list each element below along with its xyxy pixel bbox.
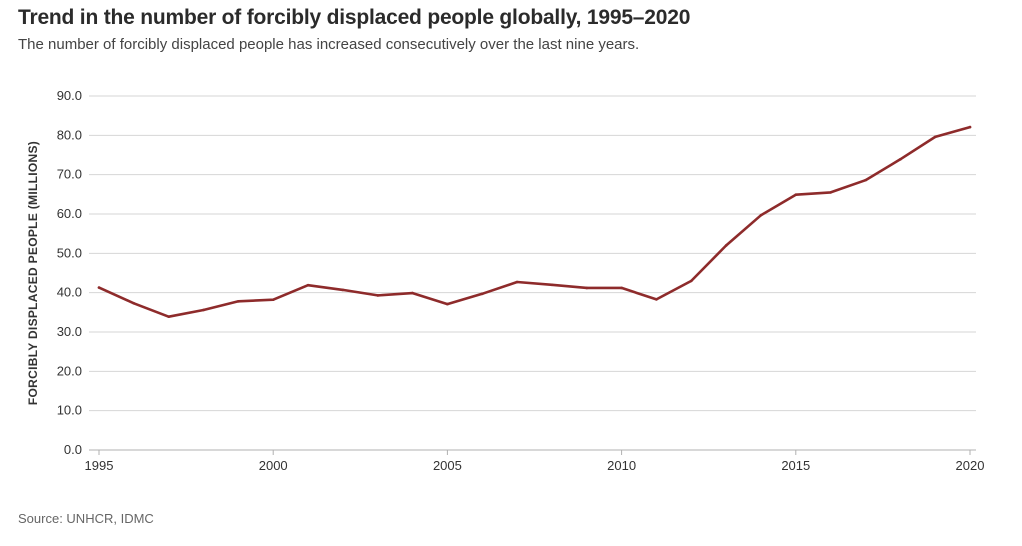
- y-tick-label: 90.0: [57, 88, 82, 103]
- chart-title: Trend in the number of forcibly displace…: [18, 6, 691, 29]
- y-tick-label: 70.0: [57, 167, 82, 182]
- data-point: [132, 301, 136, 305]
- chart-subtitle: The number of forcibly displaced people …: [18, 36, 640, 53]
- data-point: [271, 298, 275, 302]
- data-point: [341, 288, 345, 292]
- data-point: [411, 291, 414, 295]
- y-axis-title: FORCIBLY DISPLACED PEOPLE (MILLIONS): [26, 141, 40, 405]
- source-note: Source: UNHCR, IDMC: [18, 511, 154, 526]
- data-point: [655, 298, 658, 301]
- data-point: [97, 286, 101, 289]
- data-point: [933, 135, 937, 139]
- data-point: [689, 279, 693, 283]
- x-tick-label: 2020: [956, 458, 985, 473]
- y-tick-label: 20.0: [57, 363, 82, 378]
- data-point: [446, 302, 449, 306]
- y-tick-label: 30.0: [57, 324, 82, 339]
- y-tick-label: 0.0: [64, 442, 82, 457]
- data-point: [167, 315, 170, 318]
- y-tick-label: 40.0: [57, 285, 82, 300]
- data-point: [759, 213, 763, 217]
- data-point: [620, 286, 623, 290]
- data-point: [202, 308, 205, 312]
- x-tick-label: 1995: [85, 458, 114, 473]
- y-tick-label: 10.0: [57, 403, 82, 418]
- y-tick-label: 50.0: [57, 245, 82, 260]
- data-point: [515, 280, 519, 284]
- data-point: [550, 283, 554, 287]
- data-point: [585, 286, 589, 290]
- data-point: [968, 125, 972, 129]
- line-chart: 0.0 10.0 20.0 30.0 40.0 50.0 60.0 70.0 80.0 90.0 1…: [26, 88, 985, 473]
- data-point: [899, 158, 902, 161]
- x-tick-label: 2015: [781, 458, 810, 473]
- data-point: [864, 178, 867, 182]
- data-point: [237, 300, 240, 303]
- data-point: [829, 191, 832, 194]
- data-point: [480, 292, 484, 296]
- data-point: [794, 193, 798, 197]
- x-tick-label: 2005: [433, 458, 462, 473]
- x-tick-label: 2010: [607, 458, 636, 473]
- data-point: [376, 294, 380, 297]
- series-line: [97, 125, 972, 319]
- data-point: [306, 283, 310, 287]
- data-point: [724, 244, 728, 247]
- y-tick-label: 80.0: [57, 127, 82, 142]
- x-tick-label: 2000: [259, 458, 288, 473]
- y-tick-label: 60.0: [57, 206, 82, 221]
